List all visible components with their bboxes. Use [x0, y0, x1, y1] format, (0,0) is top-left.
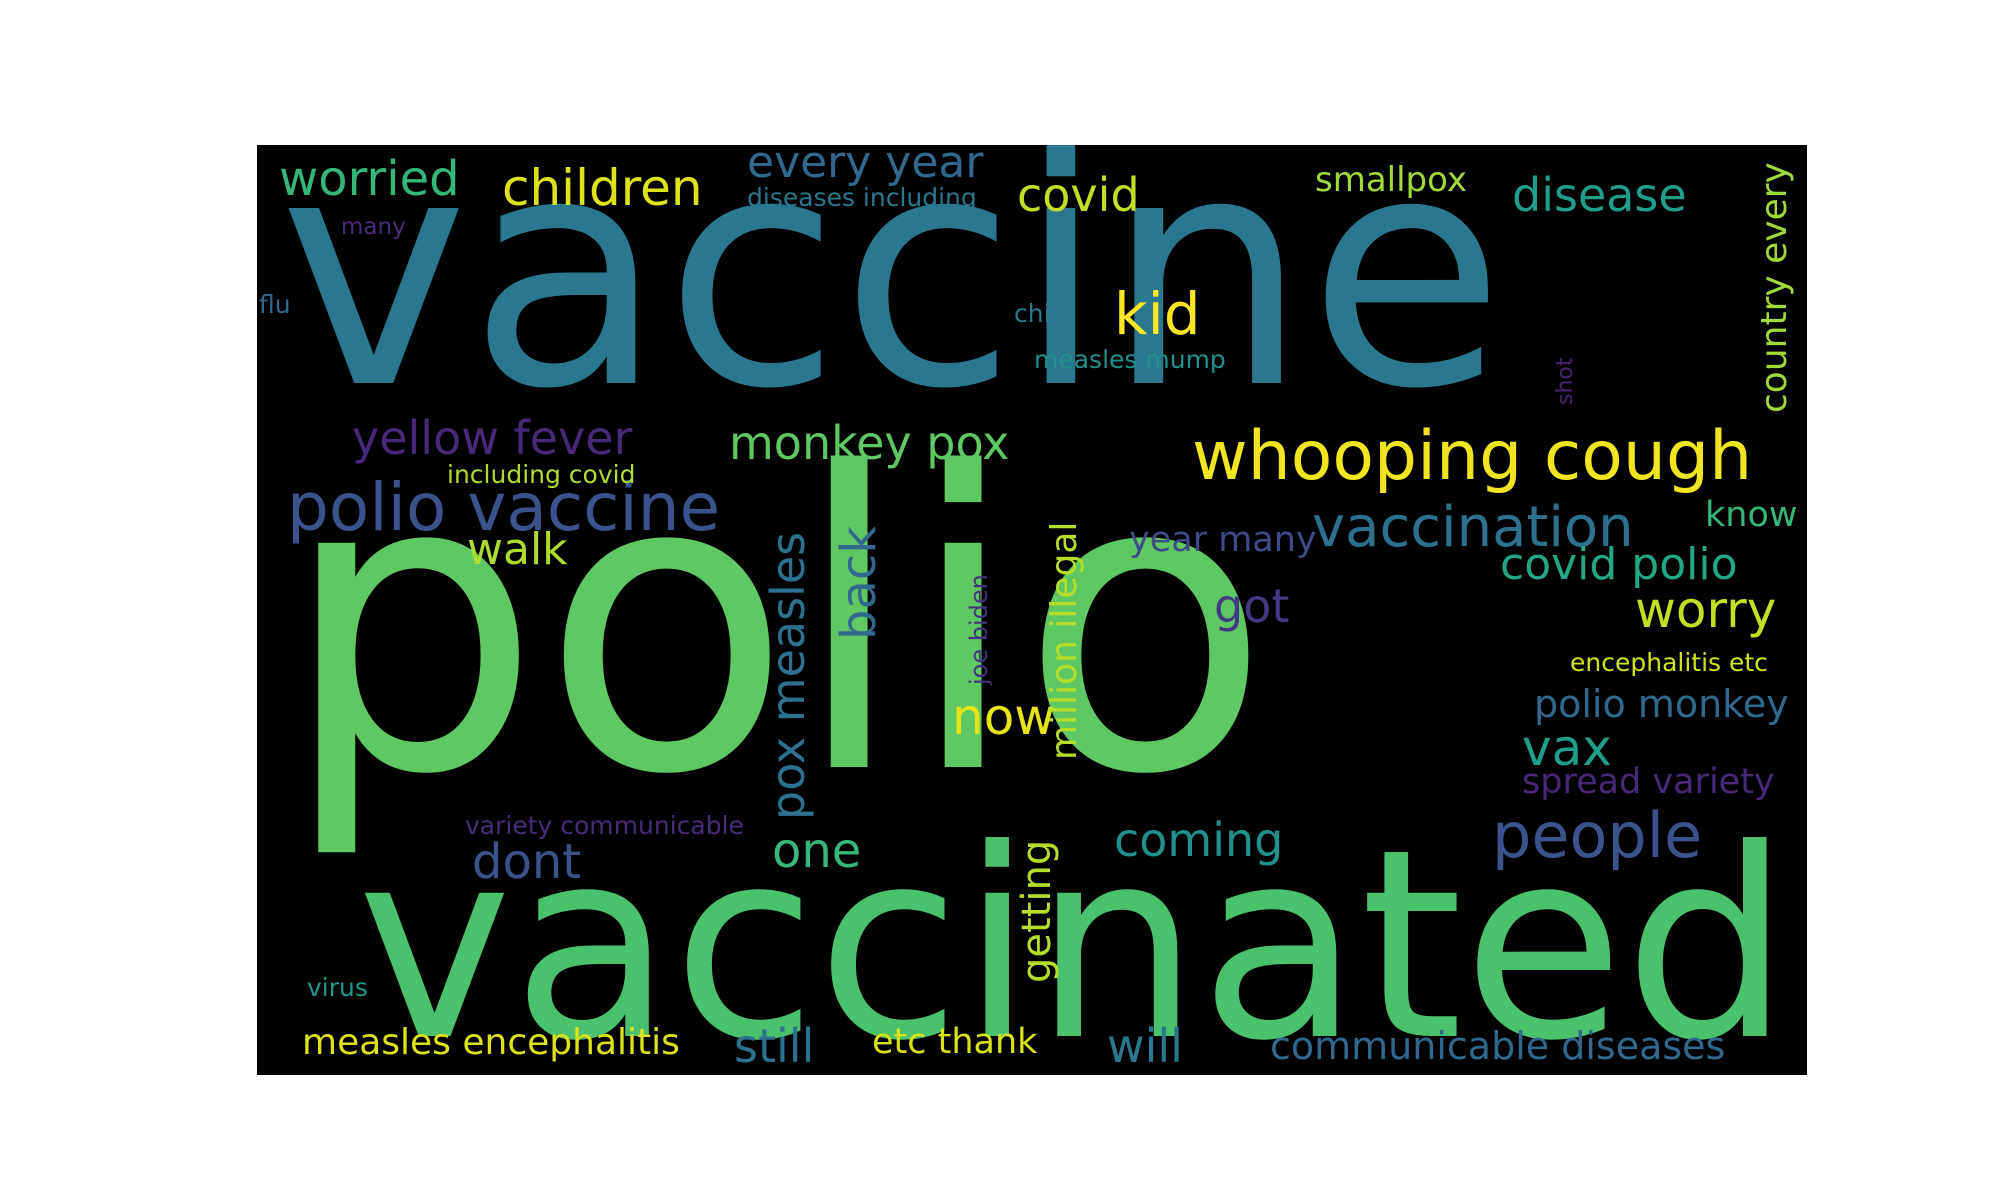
word-year-many: year many [1129, 520, 1317, 560]
word-measles-encephalitis: measles encephalitis [302, 1022, 680, 1063]
word-yellow-fever: yellow fever [352, 411, 633, 465]
word-virus: virus [307, 973, 368, 1002]
word-know: know [1705, 495, 1798, 535]
word-children: children [502, 159, 703, 217]
word-million-illegal: million illegal [1044, 521, 1085, 760]
word-dont: dont [472, 834, 582, 890]
word-polio-vaccine: polio vaccine [287, 469, 721, 546]
word-covid: covid [1017, 168, 1140, 222]
word-vaccinated: vaccinated [357, 793, 1791, 1076]
word-getting: getting [1014, 839, 1060, 983]
word-monkey-pox: monkey pox [729, 416, 1010, 470]
word-spread-variety: spread variety [1522, 762, 1775, 802]
word-coming: coming [1114, 813, 1284, 867]
word-disease: disease [1512, 168, 1687, 222]
word-pox-measles: pox measles [761, 531, 815, 820]
word-shot: shot [1553, 357, 1578, 406]
word-smallpox: smallpox [1315, 160, 1468, 200]
word-encephalitis-etc: encephalitis etc [1570, 648, 1768, 677]
word-joe-biden: joe biden [965, 574, 993, 685]
word-still: still [734, 1019, 815, 1073]
word-vaccine: vaccine [279, 145, 1505, 459]
word-cloud: vaccine polio vaccinated whooping cough … [257, 145, 1807, 1075]
word-people: people [1492, 799, 1703, 872]
word-polio-monkey: polio monkey [1534, 682, 1789, 726]
word-variety-communicable: variety communicable [465, 811, 744, 840]
word-covid-polio: covid polio [1500, 539, 1738, 590]
word-measles-mump: measles mump [1034, 345, 1226, 374]
word-now: now [952, 688, 1056, 746]
word-vaccination: vaccination [1312, 495, 1634, 560]
word-diseases-including: diseases including [747, 183, 977, 212]
word-child: child [1014, 299, 1074, 328]
word-got: got [1214, 579, 1290, 633]
word-flu: flu [259, 290, 291, 319]
word-country-every: country every [1754, 162, 1795, 413]
word-etc-thank: etc thank [872, 1022, 1038, 1062]
word-including-covid: including covid [447, 460, 636, 489]
word-walk: walk [467, 524, 568, 575]
word-vax: vax [1522, 719, 1612, 777]
word-many: many [341, 214, 406, 240]
word-polio: polio [281, 386, 1271, 864]
word-will: will [1107, 1019, 1183, 1073]
word-every-year: every year [747, 145, 984, 188]
word-communicable-diseases: communicable diseases [1270, 1024, 1726, 1068]
word-worry: worry [1635, 581, 1777, 639]
word-worried: worried [279, 151, 460, 207]
word-one: one [772, 823, 862, 879]
word-back: back [831, 525, 887, 640]
word-kid: kid [1114, 280, 1201, 348]
word-whooping-cough: whooping cough [1192, 417, 1753, 496]
